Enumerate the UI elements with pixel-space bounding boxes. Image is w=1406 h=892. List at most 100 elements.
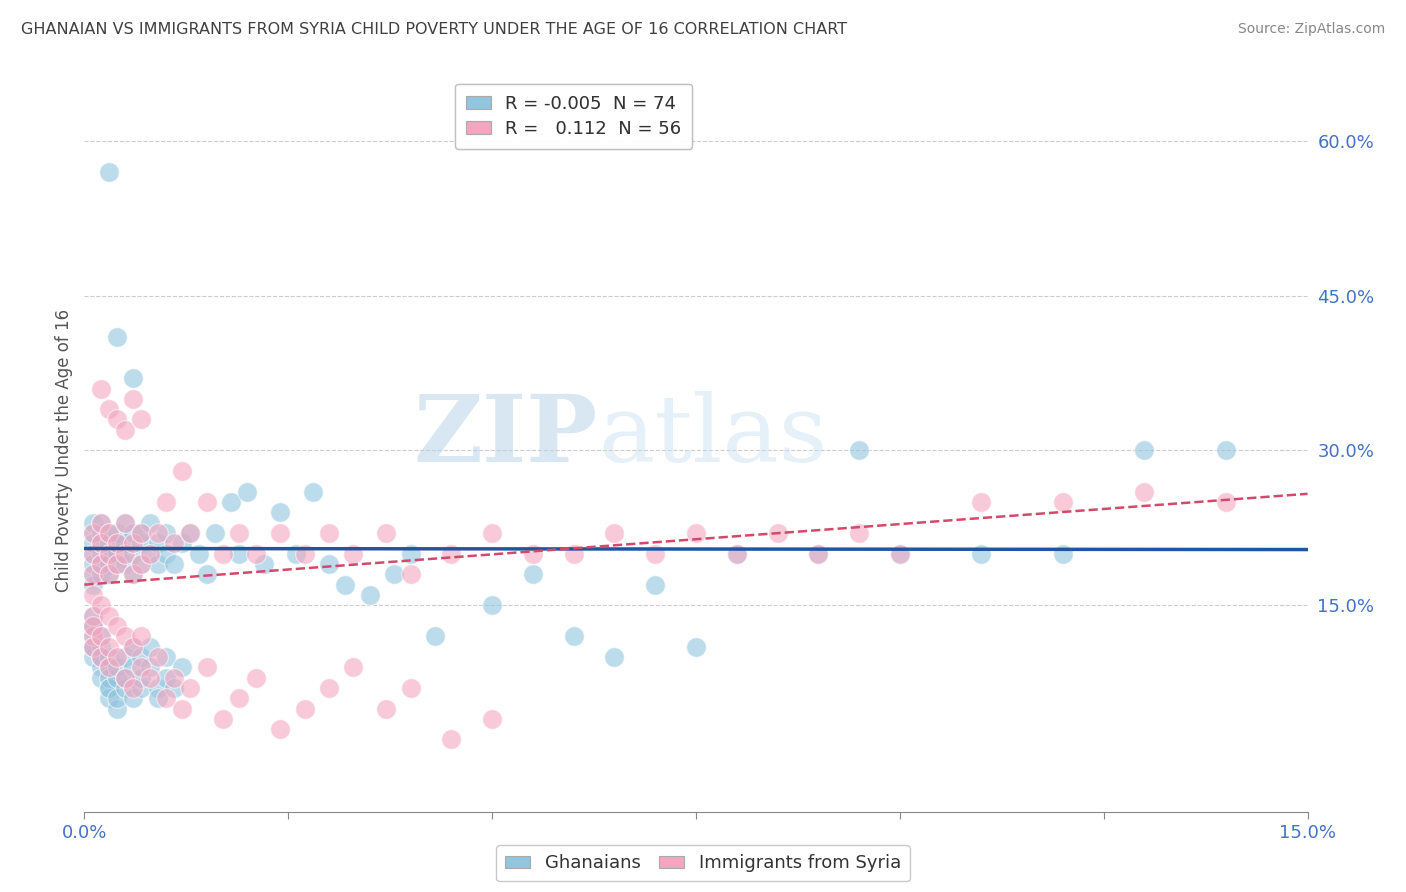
Point: [889, 547, 911, 561]
Legend: Ghanaians, Immigrants from Syria: Ghanaians, Immigrants from Syria: [496, 845, 910, 881]
Point: [82, 577, 104, 591]
Point: [359, 588, 381, 602]
Point: [105, 691, 128, 706]
Point: [131, 557, 153, 571]
Point: [138, 547, 160, 561]
Point: [294, 547, 316, 561]
Point: [318, 557, 340, 571]
Point: [97, 547, 120, 561]
Point: [269, 722, 291, 736]
Point: [82, 557, 104, 571]
Point: [1215, 495, 1237, 509]
Point: [82, 547, 104, 561]
Point: [179, 526, 201, 541]
Point: [97, 649, 120, 664]
Point: [82, 629, 104, 643]
Point: [105, 619, 128, 633]
Point: [105, 557, 128, 571]
Point: [269, 526, 291, 541]
Point: [970, 495, 993, 509]
Point: [131, 671, 153, 685]
Point: [172, 536, 194, 550]
Point: [146, 526, 169, 541]
Point: [155, 691, 177, 706]
Point: [146, 536, 169, 550]
Point: [131, 660, 153, 674]
Point: [105, 536, 128, 550]
Point: [114, 536, 136, 550]
Point: [163, 536, 186, 550]
Point: [105, 701, 128, 715]
Point: [122, 660, 145, 674]
Point: [90, 660, 112, 674]
Point: [375, 526, 398, 541]
Point: [122, 640, 145, 654]
Point: [97, 660, 120, 674]
Point: [82, 649, 104, 664]
Point: [146, 557, 169, 571]
Point: [97, 557, 120, 571]
Point: [146, 649, 169, 664]
Point: [970, 547, 993, 561]
Point: [644, 547, 666, 561]
Point: [114, 547, 136, 561]
Point: [253, 557, 276, 571]
Point: [122, 526, 145, 541]
Point: [807, 547, 830, 561]
Point: [82, 588, 104, 602]
Point: [122, 681, 145, 695]
Point: [562, 547, 585, 561]
Legend: R = -0.005  N = 74, R =   0.112  N = 56: R = -0.005 N = 74, R = 0.112 N = 56: [456, 84, 692, 149]
Point: [725, 547, 748, 561]
Point: [146, 681, 169, 695]
Point: [114, 671, 136, 685]
Point: [318, 526, 340, 541]
Point: [90, 629, 112, 643]
Point: [481, 599, 503, 613]
Point: [82, 608, 104, 623]
Point: [90, 599, 112, 613]
Point: [82, 547, 104, 561]
Point: [82, 567, 104, 582]
Point: [318, 681, 340, 695]
Point: [114, 649, 136, 664]
Point: [105, 412, 128, 426]
Point: [97, 640, 120, 654]
Point: [82, 640, 104, 654]
Point: [122, 536, 145, 550]
Point: [440, 547, 463, 561]
Point: [105, 536, 128, 550]
Point: [685, 640, 707, 654]
Point: [522, 547, 544, 561]
Point: [97, 165, 120, 179]
Point: [236, 484, 259, 499]
Point: [82, 526, 104, 541]
Point: [163, 557, 186, 571]
Point: [122, 371, 145, 385]
Point: [228, 547, 250, 561]
Point: [90, 567, 112, 582]
Point: [122, 567, 145, 582]
Point: [204, 526, 226, 541]
Point: [146, 691, 169, 706]
Point: [105, 660, 128, 674]
Point: [399, 547, 422, 561]
Point: [269, 505, 291, 519]
Point: [114, 681, 136, 695]
Text: GHANAIAN VS IMMIGRANTS FROM SYRIA CHILD POVERTY UNDER THE AGE OF 16 CORRELATION : GHANAIAN VS IMMIGRANTS FROM SYRIA CHILD …: [21, 22, 848, 37]
Point: [725, 547, 748, 561]
Point: [285, 547, 308, 561]
Point: [375, 701, 398, 715]
Point: [172, 701, 194, 715]
Point: [82, 629, 104, 643]
Point: [97, 547, 120, 561]
Point: [335, 577, 357, 591]
Text: Source: ZipAtlas.com: Source: ZipAtlas.com: [1237, 22, 1385, 37]
Point: [97, 681, 120, 695]
Point: [131, 649, 153, 664]
Point: [163, 671, 186, 685]
Point: [122, 640, 145, 654]
Point: [97, 526, 120, 541]
Point: [82, 619, 104, 633]
Point: [603, 649, 626, 664]
